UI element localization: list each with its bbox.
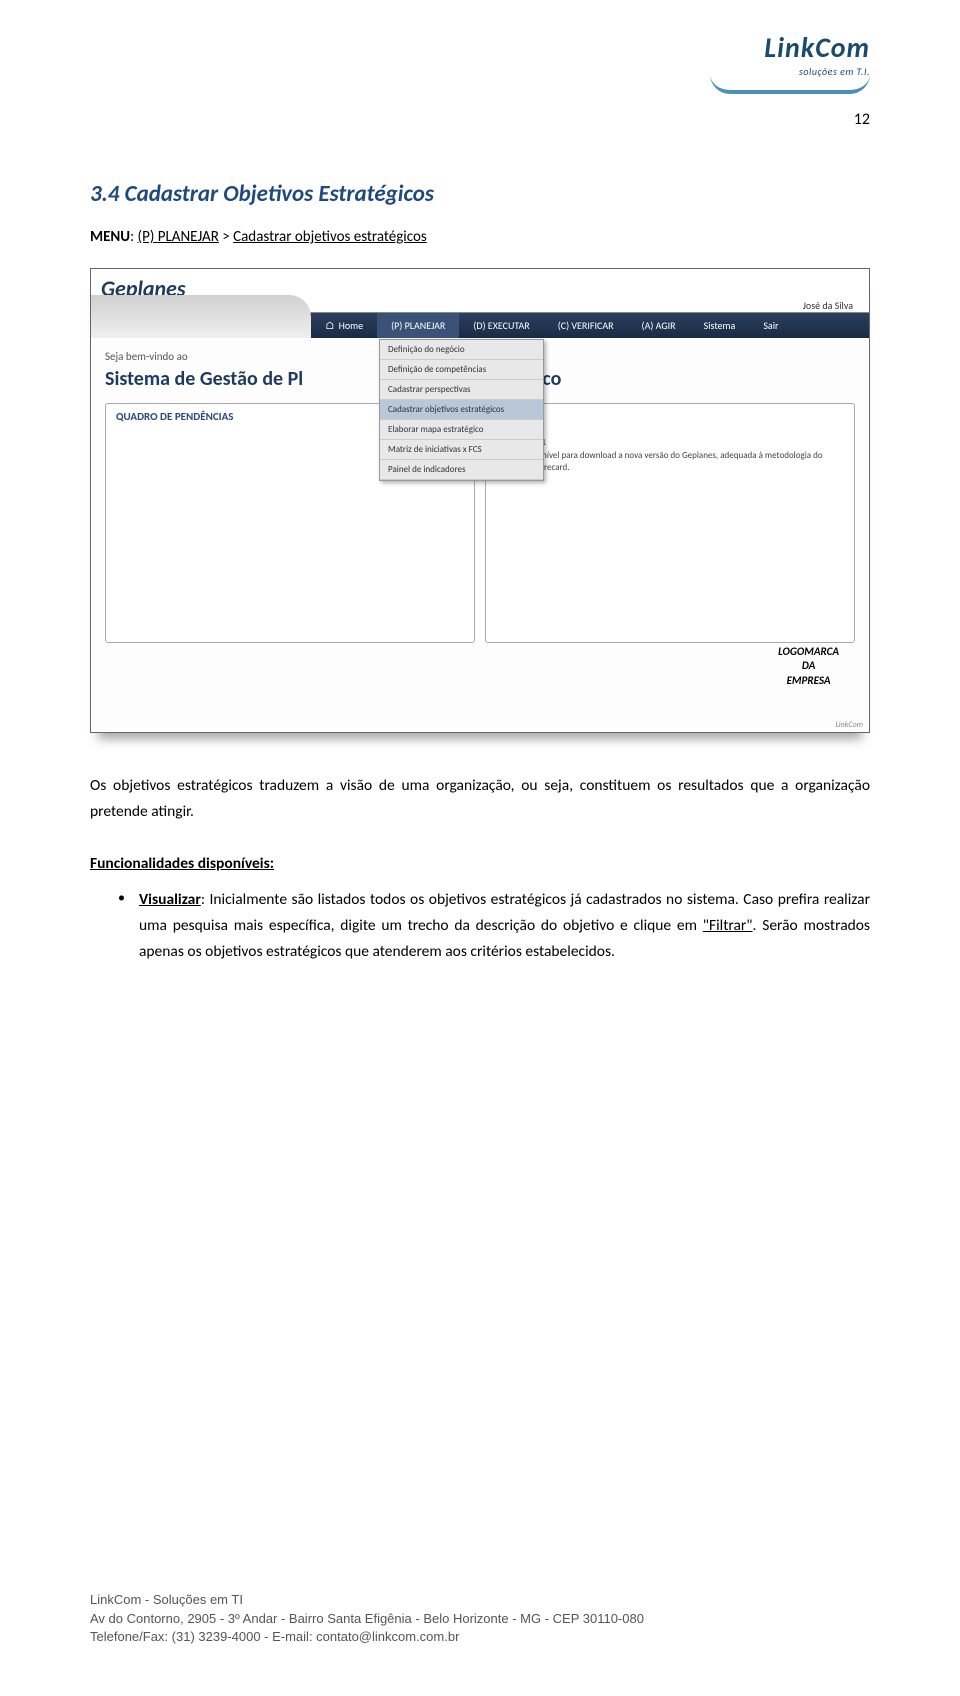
footer-line2: Av do Contorno, 2905 - 3º Andar - Bairro… <box>90 1610 870 1628</box>
nav-planejar[interactable]: (P) PLANEJAR <box>377 313 459 339</box>
dropdown-item[interactable]: Elaborar mapa estratégico <box>380 420 543 440</box>
company-logo: LinkCom soluções em T.I. <box>710 30 870 94</box>
planejar-dropdown: Definição do negócio Definição de compet… <box>379 339 544 481</box>
nav-verificar[interactable]: (C) VERIFICAR <box>544 313 628 339</box>
company-logo-placeholder: LOGOMARCADAEMPRESA <box>778 645 839 688</box>
app-screenshot: Geplanes Gestão de Planejamento Estratég… <box>90 268 870 733</box>
menu-sep: > <box>222 228 233 246</box>
footer-line1: LinkCom - Soluções em TI <box>90 1591 870 1609</box>
dropdown-item[interactable]: Definição de competências <box>380 360 543 380</box>
dropdown-item[interactable]: Painel de indicadores <box>380 460 543 480</box>
functionalities-title: Funcionalidades disponíveis: <box>90 854 870 873</box>
bullet-lead: Visualizar <box>139 890 201 909</box>
bullet-text: Visualizar: Inicialmente são listados to… <box>139 887 870 966</box>
message-date: 04/01/2011 <box>496 437 844 448</box>
dropdown-item[interactable]: Cadastrar perspectivas <box>380 380 543 400</box>
dropdown-item[interactable]: Matriz de iniciativas x FCS <box>380 440 543 460</box>
menu-path-link: Cadastrar objetivos estratégicos <box>233 228 427 246</box>
dropdown-item[interactable]: Definição do negócio <box>380 340 543 360</box>
section-title: 3.4 Cadastrar Objetivos Estratégicos <box>90 180 870 208</box>
nav-sistema[interactable]: Sistema <box>690 313 750 339</box>
footer-line3: Telefone/Fax: (31) 3239-4000 - E-mail: c… <box>90 1628 870 1646</box>
panel-right-title: GENS <box>496 410 844 423</box>
bullet-link: "Filtrar" <box>703 916 753 935</box>
system-title-left: Sistema de Gestão de Pl <box>105 367 303 391</box>
screenshot-footer: LinkCom <box>91 718 869 732</box>
nav-curve <box>91 295 311 339</box>
dropdown-item-active[interactable]: Cadastrar objetivos estratégicos <box>380 400 543 420</box>
page-footer: LinkCom - Soluções em TI Av do Contorno,… <box>90 1591 870 1646</box>
intro-paragraph: Os objetivos estratégicos traduzem a vis… <box>90 773 870 826</box>
menu-path-bold: (P) PLANEJAR <box>138 228 219 246</box>
bullet-visualizar: • Visualizar: Inicialmente são listados … <box>118 887 870 966</box>
nav-sair[interactable]: Sair <box>749 313 792 339</box>
menu-breadcrumb: MENU: (P) PLANEJAR > Cadastrar objetivos… <box>90 228 870 246</box>
message-text: Já está disponível para download a nova … <box>496 450 844 473</box>
nav-executar[interactable]: (D) EXECUTAR <box>459 313 543 339</box>
nav-agir[interactable]: (A) AGIR <box>628 313 690 339</box>
page-number: 12 <box>854 110 870 129</box>
logo-name: LinkCom <box>710 30 870 65</box>
nav-home[interactable]: Home <box>311 313 377 339</box>
user-name: José da Silva <box>803 299 859 312</box>
menu-label: MENU <box>90 228 130 246</box>
bullet-icon: • <box>118 889 125 966</box>
app-navbar: Home (P) PLANEJAR (D) EXECUTAR (C) VERIF… <box>91 312 869 338</box>
